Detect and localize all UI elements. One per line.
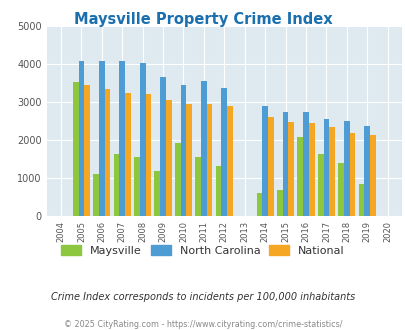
Bar bbox=[227, 107, 232, 216]
Bar bbox=[145, 94, 151, 216]
Bar bbox=[363, 126, 369, 216]
Bar bbox=[200, 81, 206, 216]
Bar bbox=[349, 133, 354, 216]
Bar bbox=[113, 154, 119, 216]
Text: © 2025 CityRating.com - https://www.cityrating.com/crime-statistics/: © 2025 CityRating.com - https://www.city… bbox=[64, 320, 341, 329]
Bar bbox=[134, 157, 139, 216]
Bar bbox=[93, 174, 99, 216]
Bar bbox=[72, 82, 78, 216]
Bar bbox=[358, 184, 363, 216]
Bar bbox=[166, 100, 171, 216]
Bar bbox=[337, 163, 343, 216]
Text: Maysville Property Crime Index: Maysville Property Crime Index bbox=[73, 12, 332, 26]
Text: Crime Index corresponds to incidents per 100,000 inhabitants: Crime Index corresponds to incidents per… bbox=[51, 292, 354, 302]
Bar bbox=[297, 137, 303, 216]
Bar bbox=[221, 88, 227, 216]
Bar bbox=[256, 193, 262, 216]
Bar bbox=[262, 106, 267, 216]
Legend: Maysville, North Carolina, National: Maysville, North Carolina, National bbox=[57, 241, 348, 260]
Bar bbox=[276, 190, 282, 216]
Bar bbox=[160, 77, 166, 216]
Bar bbox=[282, 112, 288, 216]
Bar bbox=[195, 156, 200, 216]
Bar bbox=[369, 135, 375, 216]
Bar bbox=[84, 85, 90, 216]
Bar bbox=[323, 119, 328, 216]
Bar bbox=[154, 171, 160, 216]
Bar bbox=[186, 104, 192, 216]
Bar bbox=[303, 112, 308, 216]
Bar bbox=[125, 93, 130, 216]
Bar bbox=[175, 143, 180, 216]
Bar bbox=[99, 61, 104, 216]
Bar bbox=[288, 122, 293, 216]
Bar bbox=[308, 123, 314, 216]
Bar bbox=[267, 117, 273, 216]
Bar bbox=[104, 89, 110, 216]
Bar bbox=[139, 63, 145, 216]
Bar bbox=[343, 120, 349, 216]
Bar bbox=[215, 166, 221, 216]
Bar bbox=[328, 127, 334, 216]
Bar bbox=[78, 61, 84, 216]
Bar bbox=[180, 85, 186, 216]
Bar bbox=[317, 154, 323, 216]
Bar bbox=[119, 61, 125, 216]
Bar bbox=[206, 104, 212, 216]
